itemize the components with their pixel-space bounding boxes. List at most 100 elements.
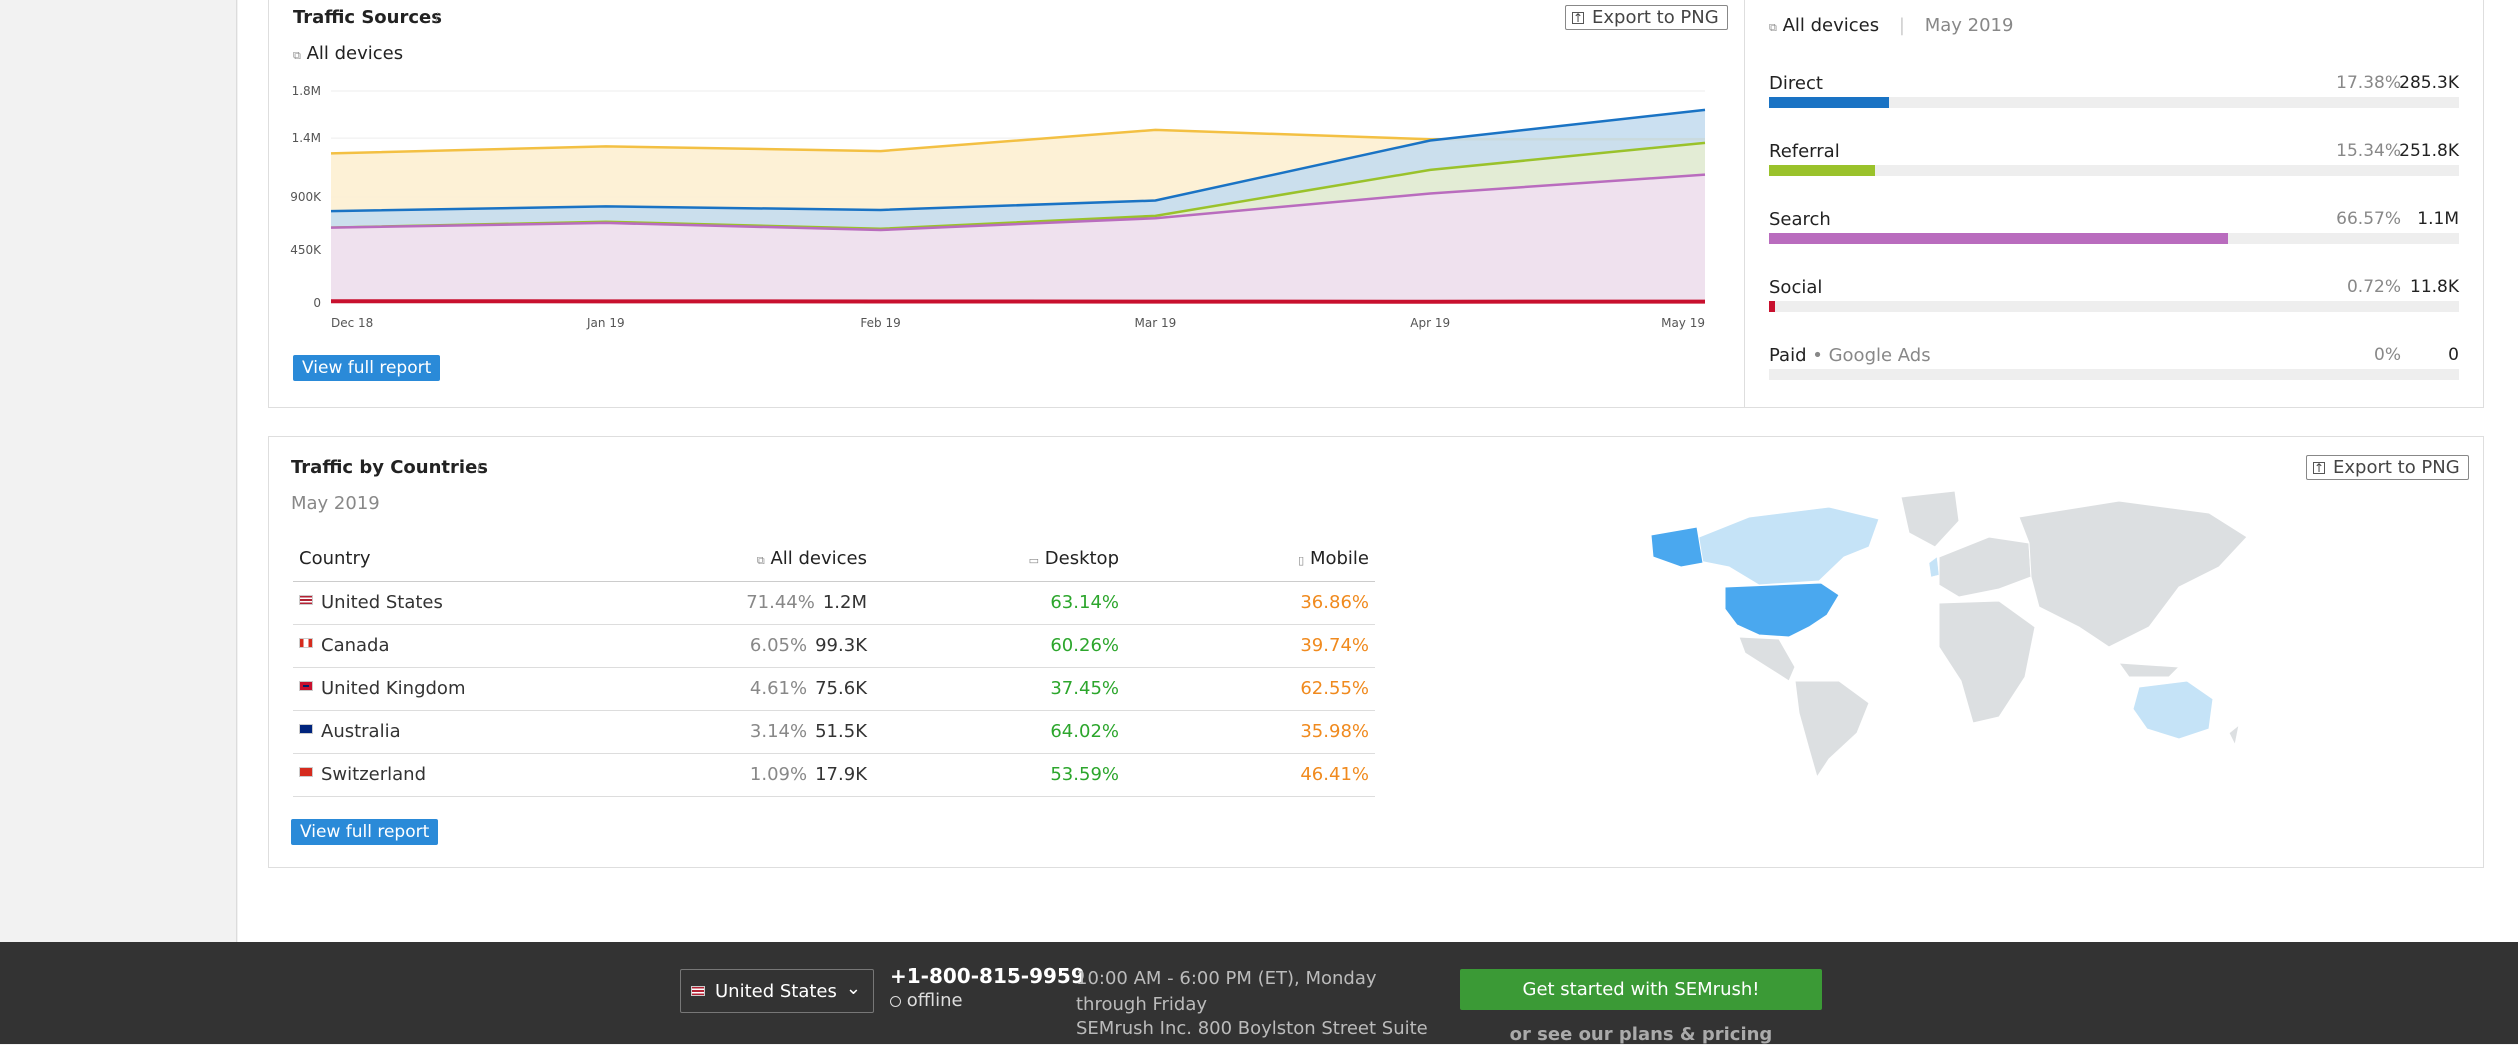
map-new-zealand — [2229, 725, 2239, 745]
country-name[interactable]: Australia — [321, 721, 401, 742]
countries-title: Traffic by Countries — [291, 457, 488, 478]
x-tick-label: Dec 18 — [331, 316, 373, 330]
flag-ch-icon — [299, 767, 313, 777]
device-filter-label: All devices — [307, 43, 404, 64]
device-filter[interactable]: ⧉ All devices — [293, 43, 403, 64]
all-devices-pct: 3.14% — [750, 721, 807, 742]
map-alaska[interactable] — [1651, 527, 1703, 567]
all-devices-value: 1.2M — [823, 592, 867, 613]
source-percent: 15.34% — [2336, 141, 2401, 161]
desktop-cell: 64.02% — [873, 710, 1125, 753]
col-all-devices-label: All devices — [770, 548, 867, 569]
country-name[interactable]: United Kingdom — [321, 678, 465, 699]
status-circle-icon — [890, 996, 901, 1007]
countries-period: May 2019 — [291, 493, 380, 514]
flag-us-icon — [299, 595, 313, 605]
all-devices-pct: 4.61% — [750, 678, 807, 699]
all-devices-cell: 4.61% 75.6K — [623, 667, 873, 710]
country-select[interactable]: United States ⌄ — [680, 969, 874, 1013]
source-percent: 0.72% — [2347, 277, 2401, 297]
all-devices-pct: 6.05% — [750, 635, 807, 656]
source-name-label: Search — [1769, 209, 1831, 230]
desktop-cell: 63.14% — [873, 581, 1125, 624]
all-devices-cell: 3.14% 51.5K — [623, 710, 873, 753]
plans-pricing-link[interactable]: or see our plans & pricing — [1460, 1024, 1822, 1045]
col-all-devices[interactable]: ⧉ All devices — [623, 537, 873, 581]
countries-table: Country ⧉ All devices ▭ Desktop ▯ Mobile… — [293, 537, 1375, 797]
flag-ca-icon — [299, 638, 313, 648]
traffic-sources-panel: Traffic Sources i ⧉ All devices ↑ Export… — [268, 0, 1774, 408]
col-mobile[interactable]: ▯ Mobile — [1125, 537, 1375, 581]
source-row-social[interactable]: Social 0.72% 11.8K — [1769, 277, 2459, 337]
export-png-button[interactable]: ↑ Export to PNG — [1565, 5, 1728, 30]
x-tick-label: Jan 19 — [586, 316, 625, 330]
map-united-states[interactable] — [1725, 583, 1839, 637]
source-row-referral[interactable]: Referral 15.34%251.8K — [1769, 141, 2459, 201]
x-tick-label: Apr 19 — [1410, 316, 1450, 330]
source-name-label: Social — [1769, 277, 1822, 298]
view-full-report-button[interactable]: View full report — [293, 355, 440, 381]
map-australia[interactable] — [2133, 681, 2213, 739]
flag-gb-icon — [299, 681, 313, 691]
source-value: 251.8K — [2399, 141, 2459, 161]
map-mexico — [1739, 637, 1795, 681]
map-africa — [1939, 601, 2035, 723]
mobile-cell: 36.86% — [1125, 581, 1375, 624]
source-bar-track — [1769, 301, 2459, 312]
source-percent: 0% — [2374, 345, 2401, 365]
mobile-cell: 46.41% — [1125, 753, 1375, 796]
x-tick-label: May 19 — [1661, 316, 1705, 330]
support-status: offline — [890, 990, 963, 1011]
all-devices-value: 51.5K — [815, 721, 867, 742]
source-name: Referral — [1769, 141, 1840, 162]
source-bar-fill — [1769, 97, 1889, 108]
country-cell: Switzerland — [293, 753, 623, 796]
country-cell: Australia — [293, 710, 623, 753]
phone-number[interactable]: +1-800-815-9959 — [890, 964, 1085, 988]
col-country[interactable]: Country — [293, 537, 623, 581]
col-desktop[interactable]: ▭ Desktop — [873, 537, 1125, 581]
y-tick-label: 0 — [313, 296, 321, 310]
source-name: Social — [1769, 277, 1822, 298]
source-sub-label: • Google Ads — [1812, 345, 1930, 366]
y-tick-label: 450K — [290, 243, 322, 257]
upload-icon: ↑ — [1572, 12, 1584, 24]
map-asia — [2019, 501, 2247, 647]
source-value: 11.8K — [2410, 277, 2459, 297]
map-greenland — [1901, 491, 1959, 547]
country-name[interactable]: United States — [321, 592, 443, 613]
breakdown-device-label[interactable]: All devices — [1783, 15, 1880, 36]
info-icon[interactable]: i — [477, 461, 480, 475]
map-canada[interactable] — [1699, 507, 1879, 585]
traffic-sources-title: Traffic Sources — [293, 7, 442, 28]
country-name[interactable]: Canada — [321, 635, 390, 656]
breakdown-header: ⧉ All devices | May 2019 — [1769, 15, 2013, 36]
map-united-kingdom[interactable] — [1929, 557, 1939, 577]
info-icon[interactable]: i — [435, 11, 438, 25]
view-full-report-button[interactable]: View full report — [291, 819, 438, 845]
desktop-cell: 53.59% — [873, 753, 1125, 796]
devices-icon: ⧉ — [293, 49, 301, 63]
devices-icon: ⧉ — [757, 554, 765, 568]
country-cell: United States — [293, 581, 623, 624]
breakdown-period: May 2019 — [1925, 15, 2014, 36]
source-percent: 17.38% — [2336, 73, 2401, 93]
export-png-button[interactable]: ↑ Export to PNG — [2306, 455, 2469, 480]
get-started-button[interactable]: Get started with SEMrush! — [1460, 969, 1822, 1010]
country-name[interactable]: Switzerland — [321, 764, 426, 785]
all-devices-value: 99.3K — [815, 635, 867, 656]
source-bar-track — [1769, 165, 2459, 176]
source-name-label: Paid — [1769, 345, 1807, 366]
all-devices-value: 75.6K — [815, 678, 867, 699]
